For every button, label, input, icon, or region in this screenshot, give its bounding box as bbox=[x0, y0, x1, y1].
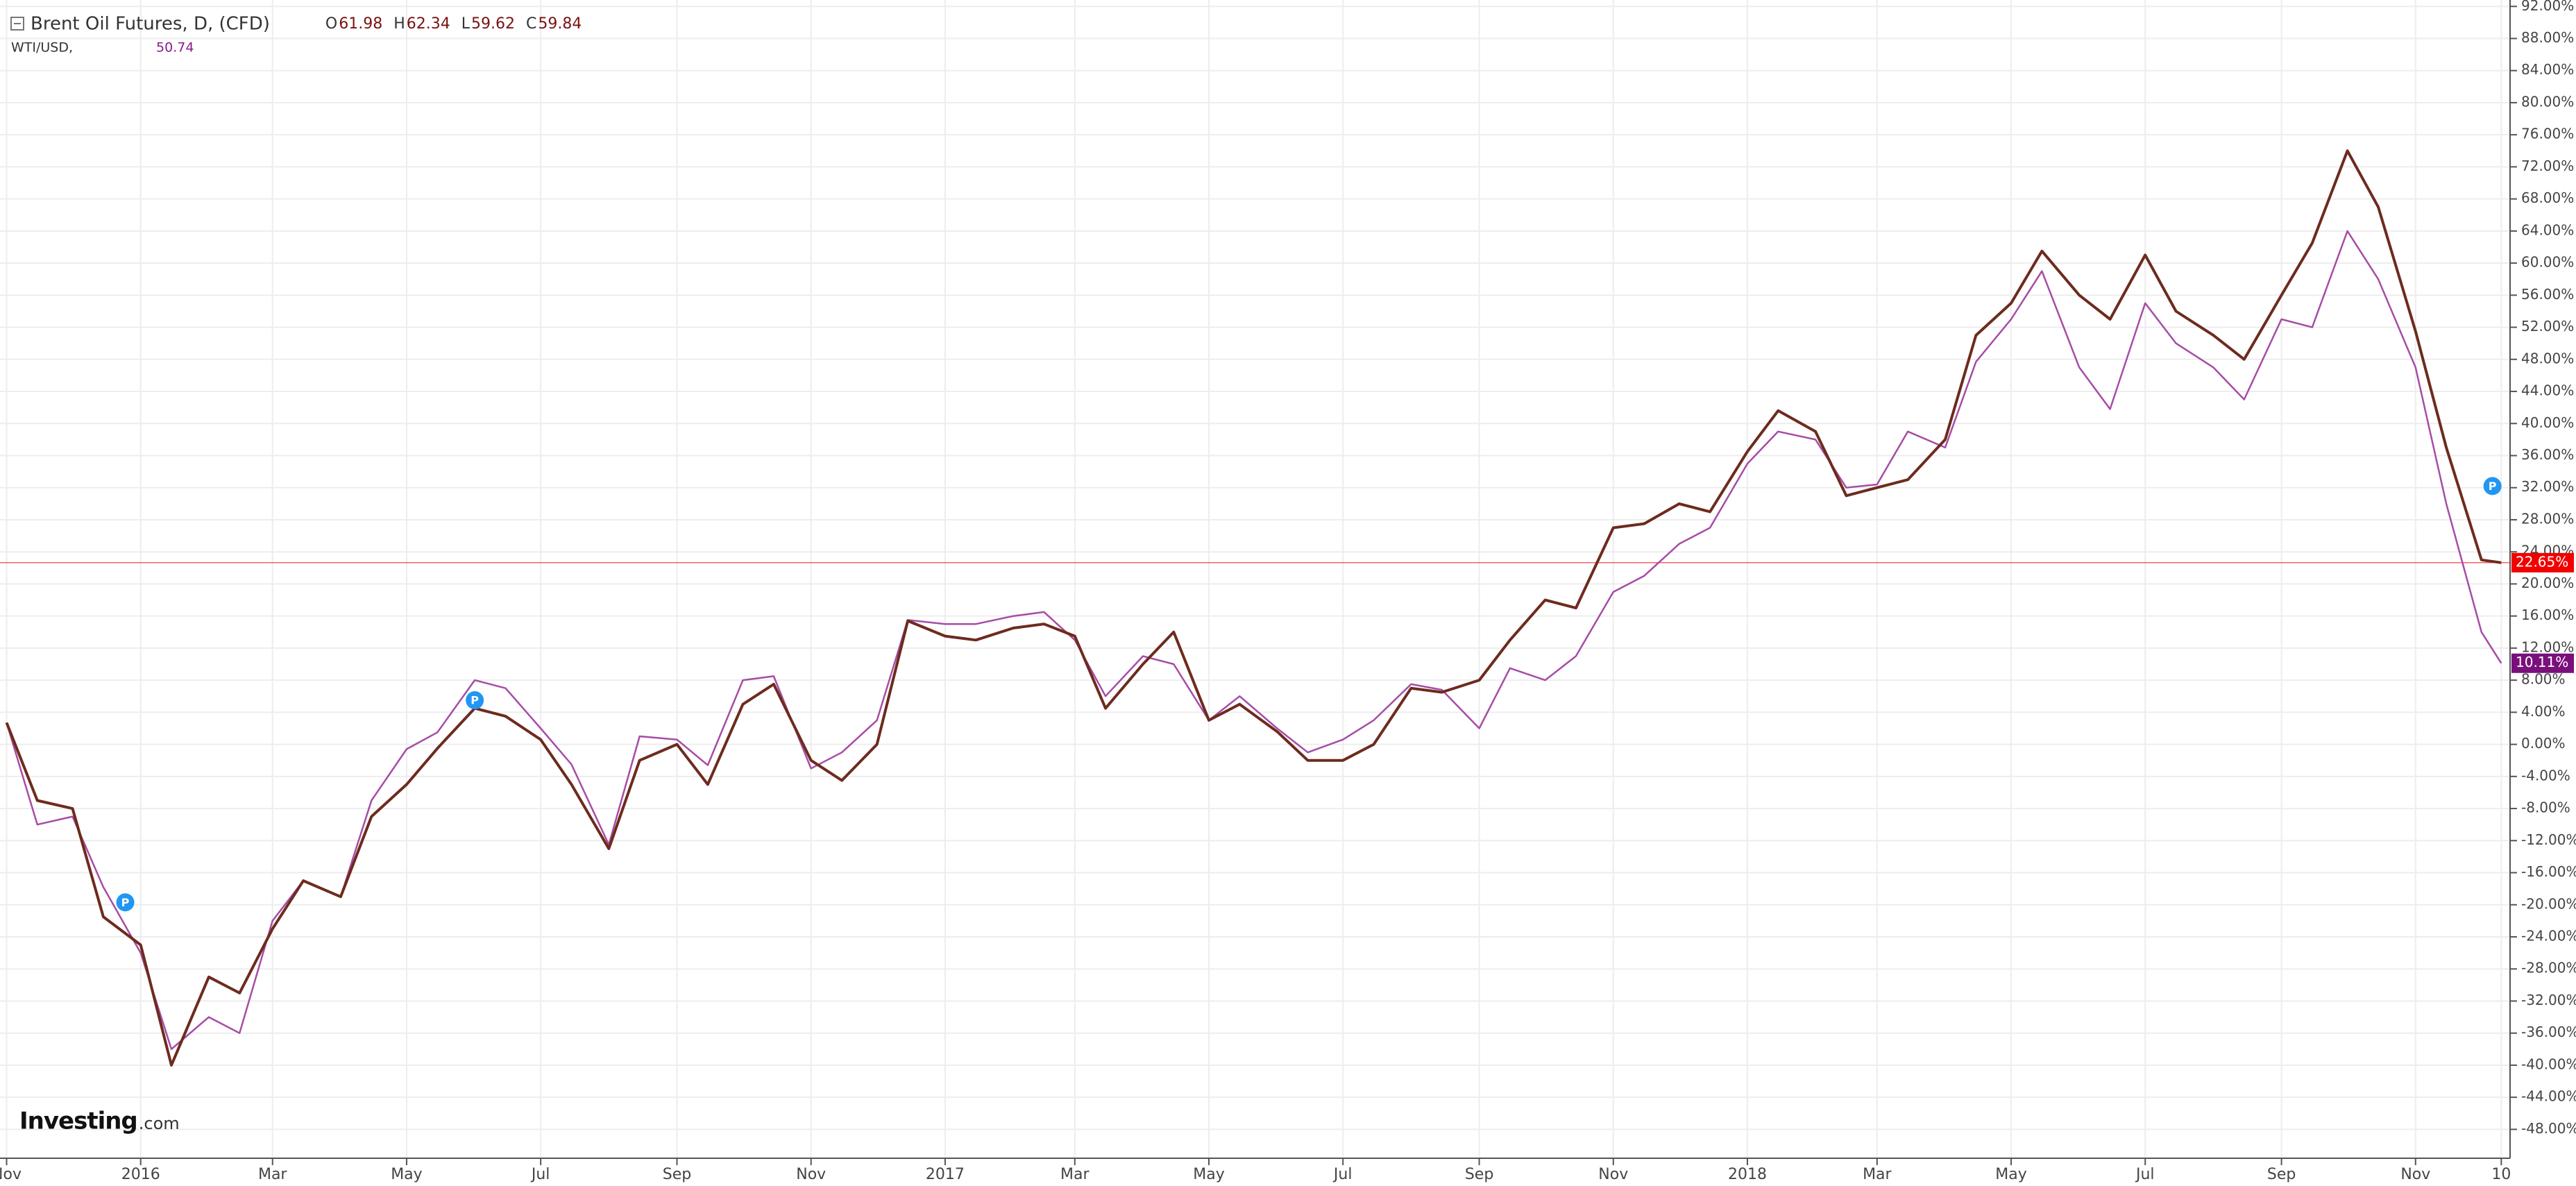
x-tick-label: 2018 bbox=[1728, 1166, 1767, 1183]
price-label: 22.65% bbox=[2516, 553, 2568, 570]
y-tick-label: -20.00% bbox=[2521, 895, 2576, 912]
x-tick-label: Nov bbox=[0, 1166, 22, 1183]
y-tick-label: 68.00% bbox=[2521, 189, 2574, 206]
collapse-icon[interactable] bbox=[10, 17, 24, 31]
x-tick-label: Nov bbox=[2400, 1166, 2430, 1183]
x-tick-label: Nov bbox=[796, 1166, 826, 1183]
x-tick-label: Nov bbox=[1598, 1166, 1628, 1183]
y-tick-label: 92.00% bbox=[2521, 0, 2574, 14]
y-tick-label: -40.00% bbox=[2521, 1056, 2576, 1072]
y-tick-label: 84.00% bbox=[2521, 61, 2574, 78]
y-tick-label: 76.00% bbox=[2521, 126, 2574, 142]
logo: Investing bbox=[19, 1108, 137, 1135]
y-tick-label: -44.00% bbox=[2521, 1088, 2576, 1105]
y-tick-label: 36.00% bbox=[2521, 446, 2574, 463]
y-tick-label: 52.00% bbox=[2521, 318, 2574, 334]
y-tick-label: -16.00% bbox=[2521, 863, 2576, 880]
ohlc-value: 59.84 bbox=[538, 15, 582, 33]
ohlc-value: 61.98 bbox=[339, 15, 382, 33]
compare-name: WTI/USD, bbox=[11, 40, 73, 56]
legend-title: Brent Oil Futures, D, (CFD) bbox=[31, 14, 270, 35]
price-label: 10.11% bbox=[2516, 654, 2568, 670]
y-tick-label: 40.00% bbox=[2521, 414, 2574, 431]
y-tick-label: 88.00% bbox=[2521, 29, 2574, 46]
logo-suffix: .com bbox=[139, 1114, 180, 1133]
x-tick-label: May bbox=[1995, 1166, 2026, 1183]
event-marker[interactable] bbox=[466, 691, 484, 710]
y-tick-label: -48.00% bbox=[2521, 1120, 2576, 1137]
x-tick-label: Sep bbox=[1465, 1166, 1493, 1183]
y-tick-label: 48.00% bbox=[2521, 350, 2574, 366]
y-tick-label: 56.00% bbox=[2521, 286, 2574, 303]
x-tick-label: Mar bbox=[258, 1166, 287, 1183]
event-marker-label: P bbox=[2489, 480, 2497, 493]
y-tick-label: -24.00% bbox=[2521, 927, 2576, 944]
x-tick-label: Sep bbox=[663, 1166, 691, 1183]
y-tick-label: 28.00% bbox=[2521, 510, 2574, 527]
y-tick-label: 12.00% bbox=[2521, 638, 2574, 655]
x-tick-label: Jul bbox=[2135, 1166, 2155, 1183]
y-tick-label: -12.00% bbox=[2521, 831, 2576, 848]
y-tick-label: 72.00% bbox=[2521, 158, 2574, 174]
ohlc-label: C bbox=[526, 15, 536, 33]
series-line bbox=[5, 149, 2502, 1067]
x-tick-label: May bbox=[391, 1166, 422, 1183]
price-label-box bbox=[2511, 552, 2574, 573]
y-tick-label: 32.00% bbox=[2521, 478, 2574, 495]
x-tick-label: Mar bbox=[1863, 1166, 1892, 1183]
ohlc-label: H bbox=[393, 15, 405, 33]
event-marker[interactable] bbox=[2483, 477, 2502, 495]
y-tick-label: -4.00% bbox=[2521, 767, 2570, 783]
y-tick-label: 64.00% bbox=[2521, 221, 2574, 238]
y-tick-label: 16.00% bbox=[2521, 607, 2574, 623]
x-tick-label: May bbox=[1193, 1166, 1224, 1183]
event-marker[interactable] bbox=[116, 893, 135, 912]
y-tick-label: -28.00% bbox=[2521, 960, 2576, 976]
event-marker-label: P bbox=[471, 694, 479, 707]
y-tick-label: -36.00% bbox=[2521, 1024, 2576, 1040]
y-tick-label: 60.00% bbox=[2521, 254, 2574, 271]
y-tick-label: -8.00% bbox=[2521, 799, 2570, 816]
series-line bbox=[6, 230, 2502, 1051]
plot-area: P P P bbox=[0, 149, 2510, 1067]
y-tick-label: 20.00% bbox=[2521, 575, 2574, 591]
y-tick-label: 44.00% bbox=[2521, 382, 2574, 399]
x-tick-label: Jul bbox=[1332, 1166, 1353, 1183]
y-tick-label: 80.00% bbox=[2521, 93, 2574, 110]
grid bbox=[0, 0, 2510, 1158]
x-tick-label: Sep bbox=[2267, 1166, 2296, 1183]
x-tick-label: Jul bbox=[530, 1166, 550, 1183]
compare-value: 50.74 bbox=[156, 40, 194, 56]
x-tick-label: 2017 bbox=[926, 1166, 965, 1183]
x-tick-label: 10 bbox=[2491, 1166, 2511, 1183]
ohlc-label: O bbox=[325, 15, 337, 33]
y-tick-label: -32.00% bbox=[2521, 992, 2576, 1008]
y-tick-label: 4.00% bbox=[2521, 703, 2566, 720]
ohlc-value: 62.34 bbox=[407, 15, 450, 33]
x-tick-label: 2016 bbox=[121, 1166, 160, 1183]
y-tick-label: 0.00% bbox=[2521, 735, 2566, 752]
event-marker-label: P bbox=[121, 896, 130, 909]
y-tick-label: 8.00% bbox=[2521, 671, 2566, 688]
ohlc-value: 59.62 bbox=[471, 15, 515, 33]
x-tick-label: Mar bbox=[1060, 1166, 1090, 1183]
ohlc-label: L bbox=[461, 15, 471, 33]
legend-header: Brent Oil Futures, D, (CFD) O 61.98 H 62.34 L… bbox=[10, 14, 582, 56]
price-label-box bbox=[2511, 653, 2574, 673]
